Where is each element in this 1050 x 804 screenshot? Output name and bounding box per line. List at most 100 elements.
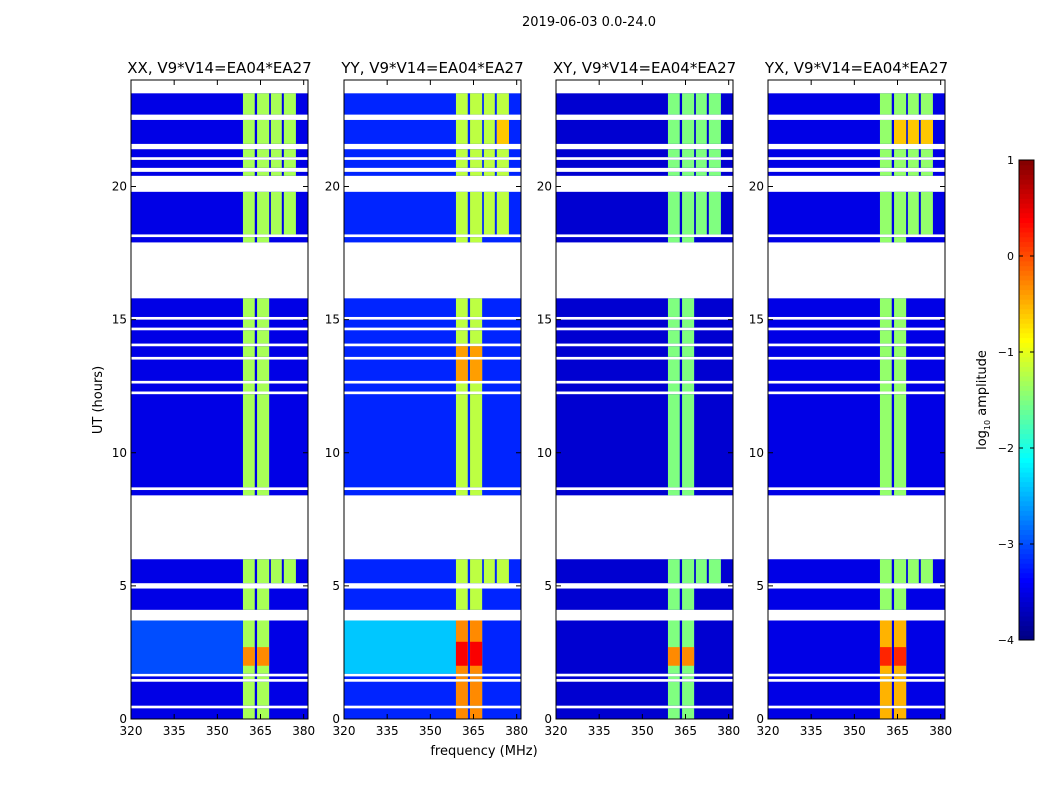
channel-band: [455, 394, 468, 488]
colorbar-swatch: [1019, 380, 1034, 387]
colorbar-tick-label: −1: [998, 346, 1014, 359]
colorbar-swatch: [1019, 534, 1034, 540]
channel-band: [242, 330, 255, 344]
channel-band: [667, 588, 680, 610]
colorbar-swatch: [1019, 424, 1034, 430]
colorbar-swatch: [1019, 539, 1034, 545]
segment-background: [556, 149, 733, 158]
segment-background: [344, 359, 521, 381]
channel-band: [242, 237, 255, 243]
channel-band: [470, 237, 483, 243]
colorbar-swatch: [1019, 500, 1034, 507]
channel-band: [242, 171, 255, 176]
colorbar-tick-label: 0: [1007, 250, 1014, 263]
heatmap-cells: [131, 93, 308, 719]
colorbar-swatch: [1019, 337, 1034, 343]
channel-band: [483, 171, 495, 176]
colorbar-swatch: [1019, 342, 1034, 348]
colorbar-tick-label: −3: [998, 538, 1014, 551]
channel-band: [879, 319, 892, 328]
hotspot: [894, 708, 907, 719]
segment-background: [344, 330, 521, 344]
y-tick-label: 5: [544, 579, 552, 593]
colorbar-swatch: [1019, 385, 1034, 391]
channel-band: [455, 588, 468, 610]
segment-background: [556, 490, 733, 496]
hotspot: [879, 676, 892, 680]
colorbar-swatch: [1019, 476, 1034, 483]
colorbar-swatch: [1019, 241, 1034, 247]
channel-band: [879, 237, 892, 243]
channel-band: [283, 149, 296, 158]
channel-band: [667, 93, 680, 115]
channel-band: [879, 119, 892, 144]
waterfall-panel-yy: YY, V9*V14=EA04*EA27 320 335 350 365 380 0 5 10 1…: [325, 59, 528, 738]
colorbar-swatch: [1019, 308, 1034, 315]
segment-background: [344, 346, 521, 357]
hotspot: [257, 647, 270, 666]
colorbar-swatch: [1019, 390, 1034, 396]
channel-band: [879, 490, 892, 496]
colorbar-swatch: [1019, 635, 1034, 641]
segment-background: [556, 237, 733, 243]
colorbar-swatch: [1019, 371, 1034, 377]
hotspot: [894, 676, 907, 680]
y-tick-label: 15: [749, 313, 764, 327]
hotspot: [667, 647, 680, 666]
segment-background: [768, 171, 945, 176]
colorbar-swatch: [1019, 313, 1034, 319]
channel-band: [242, 149, 255, 158]
colorbar-swatch: [1019, 596, 1034, 603]
channel-band: [257, 93, 270, 115]
y-tick-label: 15: [112, 313, 127, 327]
y-tick-label: 10: [325, 446, 340, 460]
y-tick-label: 10: [112, 446, 127, 460]
colorbar-swatch: [1019, 592, 1034, 598]
panel-title: YY, V9*V14=EA04*EA27: [340, 59, 523, 77]
colorbar-swatch: [1019, 361, 1034, 367]
colorbar-swatch: [1019, 251, 1034, 257]
channel-band: [257, 708, 270, 719]
channel-band: [270, 559, 282, 584]
segment-background: [131, 319, 308, 328]
channel-band: [667, 171, 680, 176]
channel-band: [242, 319, 255, 328]
segment-background: [556, 394, 733, 488]
channel-band: [879, 159, 892, 168]
segment-background: [556, 676, 733, 680]
segment-background: [768, 708, 945, 719]
colorbar-swatch: [1019, 356, 1034, 363]
x-tick-label: 335: [376, 724, 399, 738]
channel-band: [879, 588, 892, 610]
plot-frame: [343, 79, 522, 720]
channel-band: [257, 359, 270, 381]
segment-background: [131, 394, 308, 488]
hotspot: [879, 681, 892, 706]
channel-band: [682, 346, 695, 357]
channel-band: [242, 588, 255, 610]
channel-band: [879, 93, 892, 115]
channel-band: [708, 119, 721, 144]
channel-band: [879, 346, 892, 357]
segment-background: [131, 159, 308, 168]
segment-background: [556, 588, 733, 610]
channel-band: [894, 298, 907, 317]
channel-band: [695, 159, 707, 168]
channel-band: [667, 119, 680, 144]
segment-background: [344, 681, 521, 706]
segment-background: [131, 359, 308, 381]
colorbar-swatch: [1019, 457, 1034, 463]
segment-background: [344, 383, 521, 392]
colorbar-swatch: [1019, 198, 1034, 204]
channel-band: [470, 93, 483, 115]
channel-band: [242, 383, 255, 392]
y-tick-label: 15: [537, 313, 552, 327]
segment-background: [768, 346, 945, 357]
hotspot: [879, 708, 892, 719]
channel-band: [257, 490, 270, 496]
channel-band: [667, 149, 680, 158]
segment-background: [131, 330, 308, 344]
waterfall-panel-xx: XX, V9*V14=EA04*EA27 320 335 350 365 380 0 5 10 1…: [112, 59, 315, 738]
channel-band: [667, 330, 680, 344]
channel-band: [242, 346, 255, 357]
